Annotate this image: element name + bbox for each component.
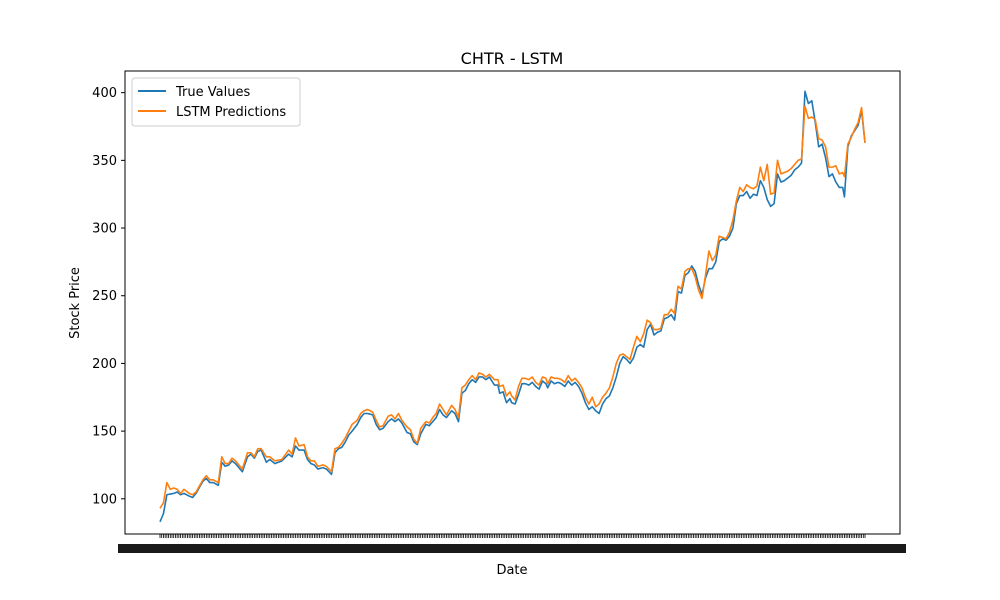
y-tick-label: 350 [92, 154, 117, 169]
legend-box [131, 77, 301, 127]
plot-lines [159, 90, 866, 523]
y-tick-label: 250 [92, 289, 117, 304]
y-tick-label: 150 [92, 425, 117, 440]
y-tick-label: 400 [92, 86, 117, 101]
y-tick-label: 100 [92, 492, 117, 507]
y-axis-label: Stock Price [68, 267, 83, 339]
legend: True Values LSTM Predictions [131, 77, 301, 127]
legend-label-true-values: True Values [175, 85, 250, 100]
x-tick-labels-overlapped [118, 544, 906, 553]
x-axis-ticks [118, 534, 906, 553]
x-axis-label: Date [496, 563, 527, 578]
y-axis-ticks: 100 150 200 250 300 350 400 [92, 86, 125, 507]
y-tick-label: 300 [92, 222, 117, 237]
plot-frame [124, 70, 901, 535]
y-tick-label: 200 [92, 357, 117, 372]
chart-title: CHTR - LSTM [461, 49, 564, 68]
series-line-lstm-predictions [159, 105, 866, 509]
series-line-true-values [159, 90, 866, 523]
legend-label-lstm-predictions: LSTM Predictions [176, 105, 286, 120]
